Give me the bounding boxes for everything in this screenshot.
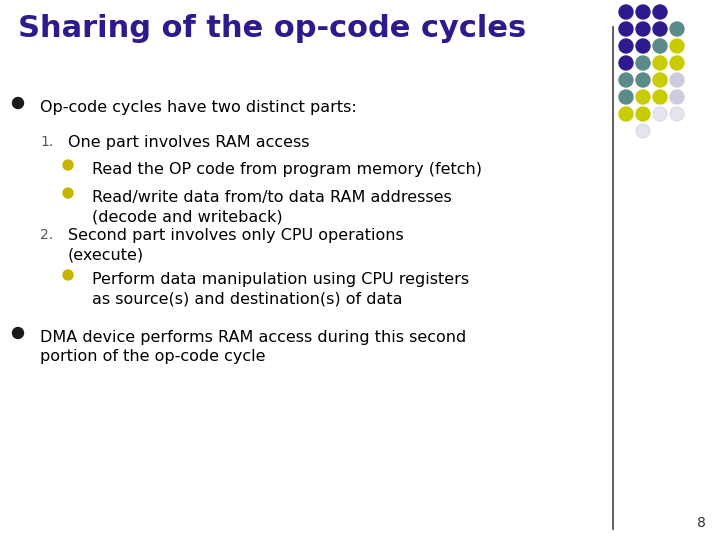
Text: Second part involves only CPU operations
(execute): Second part involves only CPU operations… (68, 228, 404, 262)
Circle shape (636, 56, 650, 70)
Circle shape (12, 327, 24, 339)
Circle shape (653, 107, 667, 121)
Circle shape (636, 90, 650, 104)
Circle shape (636, 22, 650, 36)
Text: 1.: 1. (40, 135, 53, 149)
Circle shape (653, 39, 667, 53)
Circle shape (653, 56, 667, 70)
Circle shape (636, 39, 650, 53)
Circle shape (670, 22, 684, 36)
Circle shape (619, 107, 633, 121)
Circle shape (653, 73, 667, 87)
Circle shape (63, 188, 73, 198)
Text: 2.: 2. (40, 228, 53, 242)
Circle shape (619, 5, 633, 19)
Text: Perform data manipulation using CPU registers
as source(s) and destination(s) of: Perform data manipulation using CPU regi… (92, 272, 469, 306)
Text: One part involves RAM access: One part involves RAM access (68, 135, 310, 150)
Text: Op-code cycles have two distinct parts:: Op-code cycles have two distinct parts: (40, 100, 356, 115)
Circle shape (636, 124, 650, 138)
Circle shape (636, 5, 650, 19)
Circle shape (670, 56, 684, 70)
Circle shape (63, 270, 73, 280)
Circle shape (653, 90, 667, 104)
Circle shape (63, 160, 73, 170)
Circle shape (670, 107, 684, 121)
Text: Read/write data from/to data RAM addresses
(decode and writeback): Read/write data from/to data RAM address… (92, 190, 451, 224)
Text: Read the OP code from program memory (fetch): Read the OP code from program memory (fe… (92, 162, 482, 177)
Circle shape (636, 73, 650, 87)
Circle shape (12, 98, 24, 109)
Circle shape (636, 107, 650, 121)
Circle shape (619, 90, 633, 104)
Circle shape (619, 56, 633, 70)
Circle shape (670, 73, 684, 87)
Circle shape (670, 90, 684, 104)
Circle shape (653, 5, 667, 19)
Text: Sharing of the op-code cycles: Sharing of the op-code cycles (18, 14, 526, 43)
Circle shape (670, 39, 684, 53)
Circle shape (653, 22, 667, 36)
Circle shape (619, 22, 633, 36)
Text: DMA device performs RAM access during this second
portion of the op-code cycle: DMA device performs RAM access during th… (40, 330, 467, 364)
Circle shape (619, 73, 633, 87)
Circle shape (619, 39, 633, 53)
Text: 8: 8 (697, 516, 706, 530)
